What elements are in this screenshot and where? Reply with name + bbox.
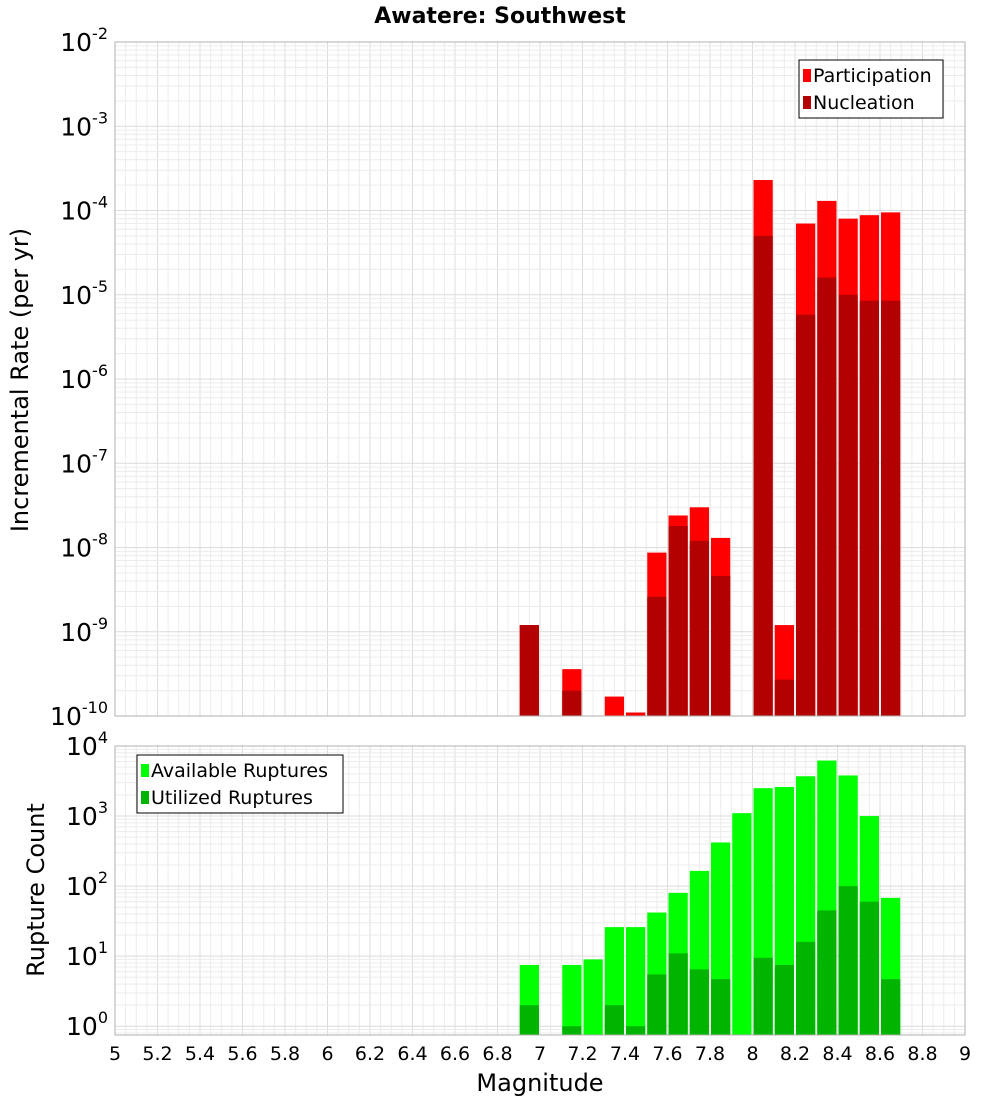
bar bbox=[796, 314, 816, 716]
legend-label: Utilized Ruptures bbox=[151, 787, 313, 809]
bar bbox=[562, 1026, 582, 1035]
y-tick-label: 10-3 bbox=[60, 108, 108, 141]
bar bbox=[519, 1005, 539, 1035]
bar bbox=[774, 964, 794, 1035]
y-axis-label-rate: Incremental Rate (per yr) bbox=[6, 228, 34, 532]
x-tick-label: 6.4 bbox=[397, 1043, 427, 1065]
y-tick-label: 10-10 bbox=[50, 698, 108, 731]
x-tick-label: 8.4 bbox=[822, 1043, 852, 1065]
y-tick-label: 103 bbox=[66, 798, 108, 831]
y-tick-label: 10-2 bbox=[60, 24, 108, 57]
x-tick-label: 6 bbox=[321, 1043, 333, 1065]
bar bbox=[626, 1026, 646, 1035]
grid bbox=[114, 42, 966, 717]
legend: Available Ruptures Utilized Ruptures bbox=[136, 754, 344, 814]
y-tick-label: 10-8 bbox=[60, 530, 108, 563]
series-nucleation bbox=[519, 235, 901, 717]
x-tick-label: 7.4 bbox=[610, 1043, 640, 1065]
x-tick-label: 8 bbox=[746, 1043, 758, 1065]
x-tick-label: 8.8 bbox=[907, 1043, 937, 1065]
x-tick-label: 9 bbox=[959, 1043, 971, 1065]
bar bbox=[626, 712, 646, 716]
bar bbox=[668, 953, 688, 1035]
bar bbox=[732, 813, 752, 1035]
bar bbox=[774, 679, 794, 716]
legend-swatch bbox=[803, 96, 811, 109]
bar bbox=[583, 959, 603, 1035]
x-tick-label: 5.8 bbox=[270, 1043, 300, 1065]
legend-swatch bbox=[141, 764, 149, 777]
y-tick-label: 102 bbox=[66, 868, 108, 901]
y-axis-label-count: Rupture Count bbox=[22, 803, 50, 977]
bar bbox=[711, 575, 731, 716]
legend-swatch bbox=[803, 69, 811, 82]
legend-label: Participation bbox=[813, 65, 932, 87]
bar bbox=[859, 300, 879, 716]
y-tick-label: 104 bbox=[66, 728, 108, 761]
bar bbox=[838, 886, 858, 1035]
legend-box bbox=[798, 59, 944, 119]
y-tick-label: 10-9 bbox=[60, 614, 108, 647]
legend: Participation Nucleation bbox=[798, 59, 944, 119]
bar bbox=[562, 964, 582, 1035]
bar bbox=[668, 525, 688, 716]
x-tick-label: 7.6 bbox=[652, 1043, 682, 1065]
bar bbox=[753, 235, 773, 717]
chart-title: Awatere: Southwest bbox=[374, 4, 626, 29]
bar bbox=[562, 690, 582, 716]
y-tick-label: 10-5 bbox=[60, 277, 108, 310]
y-tick-label: 10-4 bbox=[60, 193, 108, 226]
plot-frame bbox=[114, 745, 966, 1036]
y-tick-label: 100 bbox=[66, 1008, 108, 1041]
plot-frame bbox=[114, 41, 966, 717]
bar bbox=[689, 540, 709, 716]
x-tick-label: 6.6 bbox=[440, 1043, 470, 1065]
y-tick-label: 10-6 bbox=[60, 361, 108, 394]
bar bbox=[604, 1005, 624, 1035]
bar bbox=[796, 941, 816, 1035]
x-tick-label: 5 bbox=[109, 1043, 121, 1065]
x-ticks: 5 5.2 5.4 5.6 5.8 6 6.2 6.4 6.6 6.8 7 7.2 7.4 7.6 7.8 8… bbox=[109, 1043, 971, 1065]
x-tick-label: 5.6 bbox=[227, 1043, 257, 1065]
x-tick-label: 6.2 bbox=[355, 1043, 385, 1065]
legend-box bbox=[136, 754, 344, 814]
bar bbox=[604, 696, 624, 716]
x-tick-label: 7 bbox=[534, 1043, 546, 1065]
x-tick-label: 5.2 bbox=[142, 1043, 172, 1065]
bar bbox=[689, 969, 709, 1035]
x-tick-label: 7.2 bbox=[567, 1043, 597, 1065]
y-tick-label: 10-7 bbox=[60, 445, 108, 478]
legend-label: Nucleation bbox=[813, 92, 915, 114]
bar bbox=[519, 625, 539, 716]
bar bbox=[647, 596, 667, 716]
bar bbox=[881, 979, 901, 1035]
bar bbox=[626, 927, 646, 1035]
bar bbox=[817, 277, 837, 716]
x-tick-label: 6.8 bbox=[482, 1043, 512, 1065]
bar bbox=[817, 910, 837, 1035]
bar bbox=[881, 300, 901, 716]
x-tick-label: 5.4 bbox=[185, 1043, 215, 1065]
series-utilized-ruptures bbox=[519, 886, 901, 1035]
y-tick-label: 101 bbox=[66, 938, 108, 971]
panel-1: 104 103 102 101 100 Available Ruptures Utilize… bbox=[66, 728, 966, 1041]
x-tick-label: 8.2 bbox=[780, 1043, 810, 1065]
panel-0: 10-2 10-3 10-4 10-5 10-6 10-7 10-8 10-9 10-10 Par… bbox=[50, 24, 966, 731]
bar bbox=[711, 979, 731, 1035]
legend-label: Available Ruptures bbox=[151, 760, 328, 782]
x-axis-label: Magnitude bbox=[476, 1069, 603, 1097]
x-tick-label: 8.6 bbox=[865, 1043, 895, 1065]
legend-swatch bbox=[141, 791, 149, 804]
bar bbox=[647, 974, 667, 1035]
bar bbox=[859, 901, 879, 1035]
bar bbox=[838, 294, 858, 716]
bar bbox=[753, 957, 773, 1035]
x-tick-label: 7.8 bbox=[695, 1043, 725, 1065]
